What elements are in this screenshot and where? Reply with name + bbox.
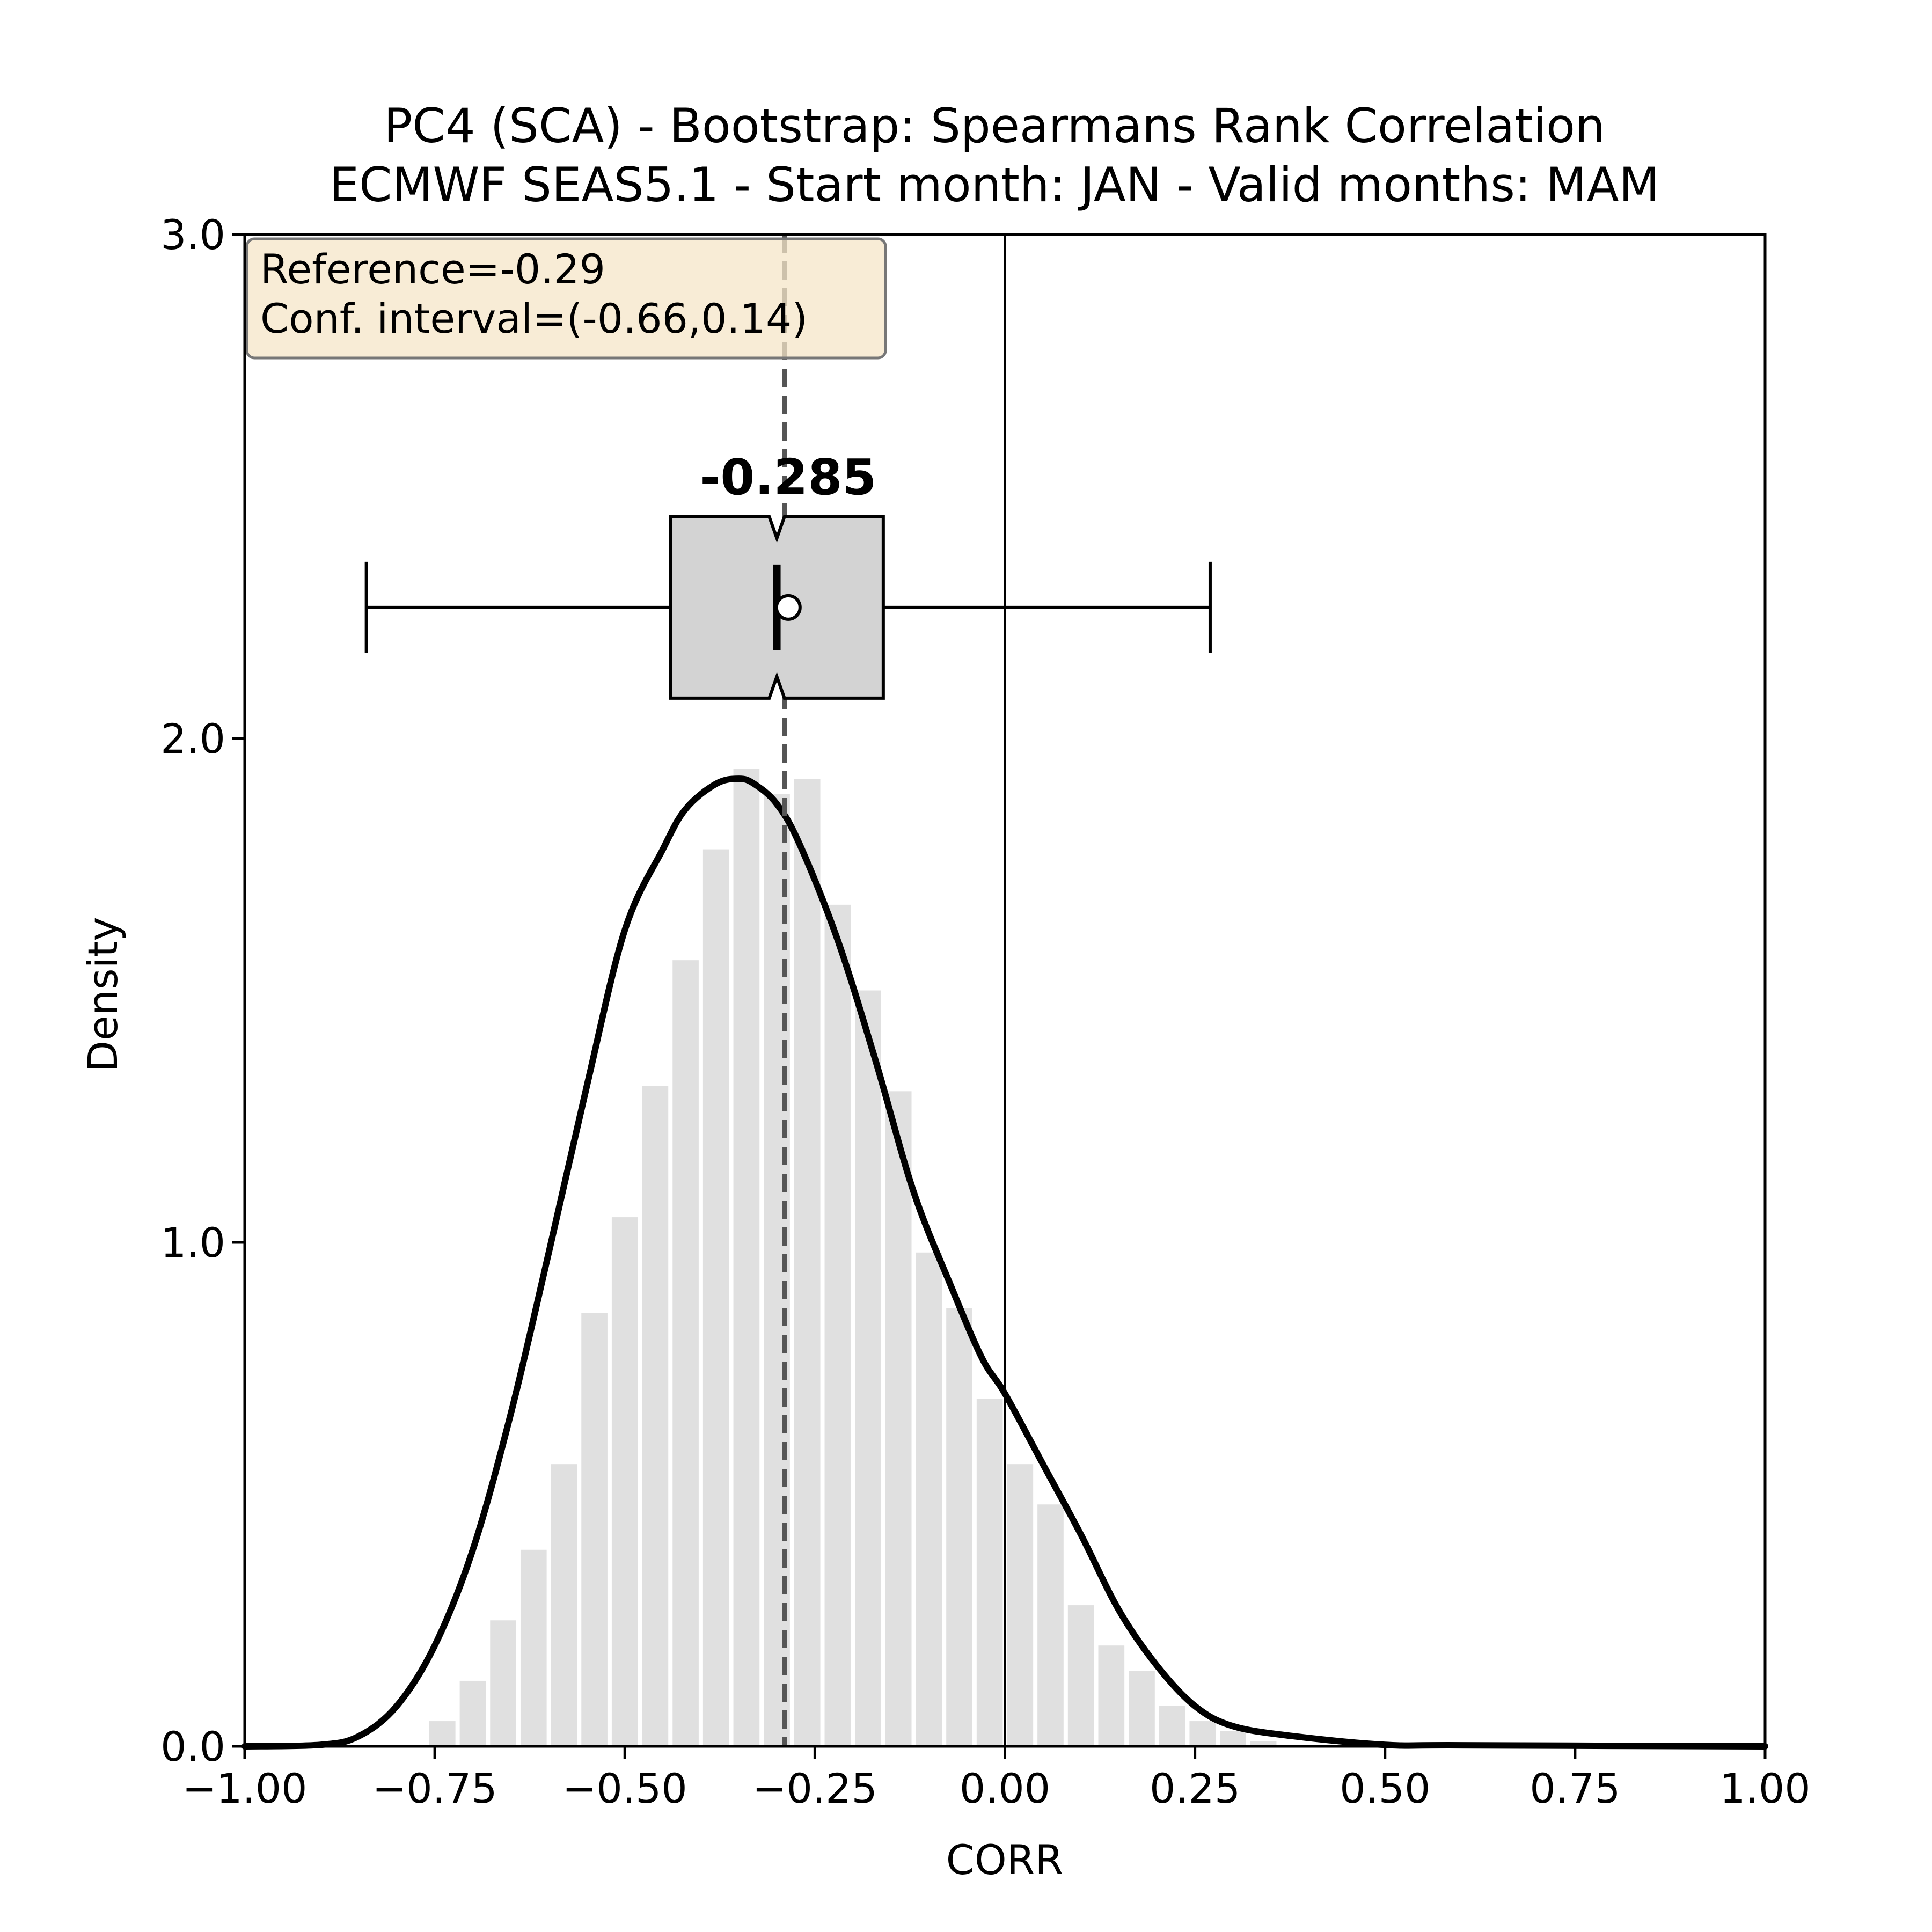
histogram-bar xyxy=(520,1549,547,1746)
y-tick-label: 1.0 xyxy=(160,1219,225,1267)
x-axis-label: CORR xyxy=(946,1836,1064,1884)
histogram-bar xyxy=(551,1464,577,1746)
histogram-bar xyxy=(490,1620,516,1746)
histogram-bar xyxy=(672,960,699,1746)
histogram-bars xyxy=(429,769,1277,1746)
histogram-bar xyxy=(1037,1504,1064,1746)
histogram-bar xyxy=(946,1308,972,1746)
x-tick-label: 0.25 xyxy=(1150,1765,1240,1812)
histogram-bar xyxy=(916,1252,942,1746)
histogram-bar xyxy=(1098,1645,1125,1746)
histogram-bar xyxy=(1159,1706,1185,1746)
histogram-bar xyxy=(642,1086,669,1746)
y-tick-label: 2.0 xyxy=(160,715,225,763)
histogram-bar xyxy=(733,769,760,1746)
x-tick-label: −0.75 xyxy=(372,1765,497,1812)
info-reference-text: Reference=-0.29 xyxy=(260,245,605,293)
histogram-bar xyxy=(855,990,881,1746)
y-tick-label: 0.0 xyxy=(160,1723,225,1770)
chart-title-line1: PC4 (SCA) - Bootstrap: Spearmans Rank Co… xyxy=(384,98,1605,153)
x-tick-label: −1.00 xyxy=(182,1765,308,1812)
x-tick-label: 0.75 xyxy=(1529,1765,1620,1812)
info-box: Reference=-0.29 Conf. interval=(-0.66,0.… xyxy=(245,237,887,360)
histogram-bar xyxy=(1067,1605,1094,1746)
histogram-bar xyxy=(824,904,851,1746)
histogram-bar xyxy=(976,1399,1003,1746)
histogram-bar xyxy=(459,1680,486,1746)
y-axis-label: Density xyxy=(79,917,127,1072)
x-axis-ticks: −1.00 −0.75 −0.50 −0.25 0.00 0.25 0.50 0.75 1.00 xyxy=(182,1746,1811,1812)
x-tick-label: −0.50 xyxy=(562,1765,687,1812)
histogram-bar xyxy=(1250,1741,1277,1746)
boxplot-median-label: -0.285 xyxy=(700,449,876,506)
histogram-bar xyxy=(1007,1464,1034,1746)
histogram-bar xyxy=(885,1091,912,1746)
y-axis-ticks: 0.0 1.0 2.0 3.0 xyxy=(160,211,245,1770)
kde-curve xyxy=(241,775,1768,1750)
x-tick-label: 1.00 xyxy=(1719,1765,1810,1812)
histogram-bar xyxy=(1129,1671,1155,1746)
histogram-bar xyxy=(1189,1721,1216,1746)
x-tick-label: 0.00 xyxy=(960,1765,1050,1812)
x-tick-label: −0.25 xyxy=(752,1765,877,1812)
histogram-bar xyxy=(794,779,821,1746)
boxplot-mean-marker xyxy=(774,594,802,621)
boxplot: -0.285 xyxy=(364,449,1212,700)
info-confidence-text: Conf. interval=(-0.66,0.14) xyxy=(260,295,808,342)
chart-title-line2: ECMWF SEAS5.1 - Start month: JAN - Valid… xyxy=(329,157,1659,213)
histogram-bar xyxy=(1220,1731,1246,1746)
info-box-background xyxy=(245,237,887,360)
x-tick-label: 0.50 xyxy=(1340,1765,1430,1812)
y-tick-label: 3.0 xyxy=(160,211,225,259)
histogram-bar xyxy=(581,1313,608,1746)
histogram-bar xyxy=(429,1721,456,1746)
kde-curve-layer xyxy=(241,775,1768,1750)
histogram-bar xyxy=(702,849,729,1746)
histogram-bar xyxy=(611,1217,638,1746)
